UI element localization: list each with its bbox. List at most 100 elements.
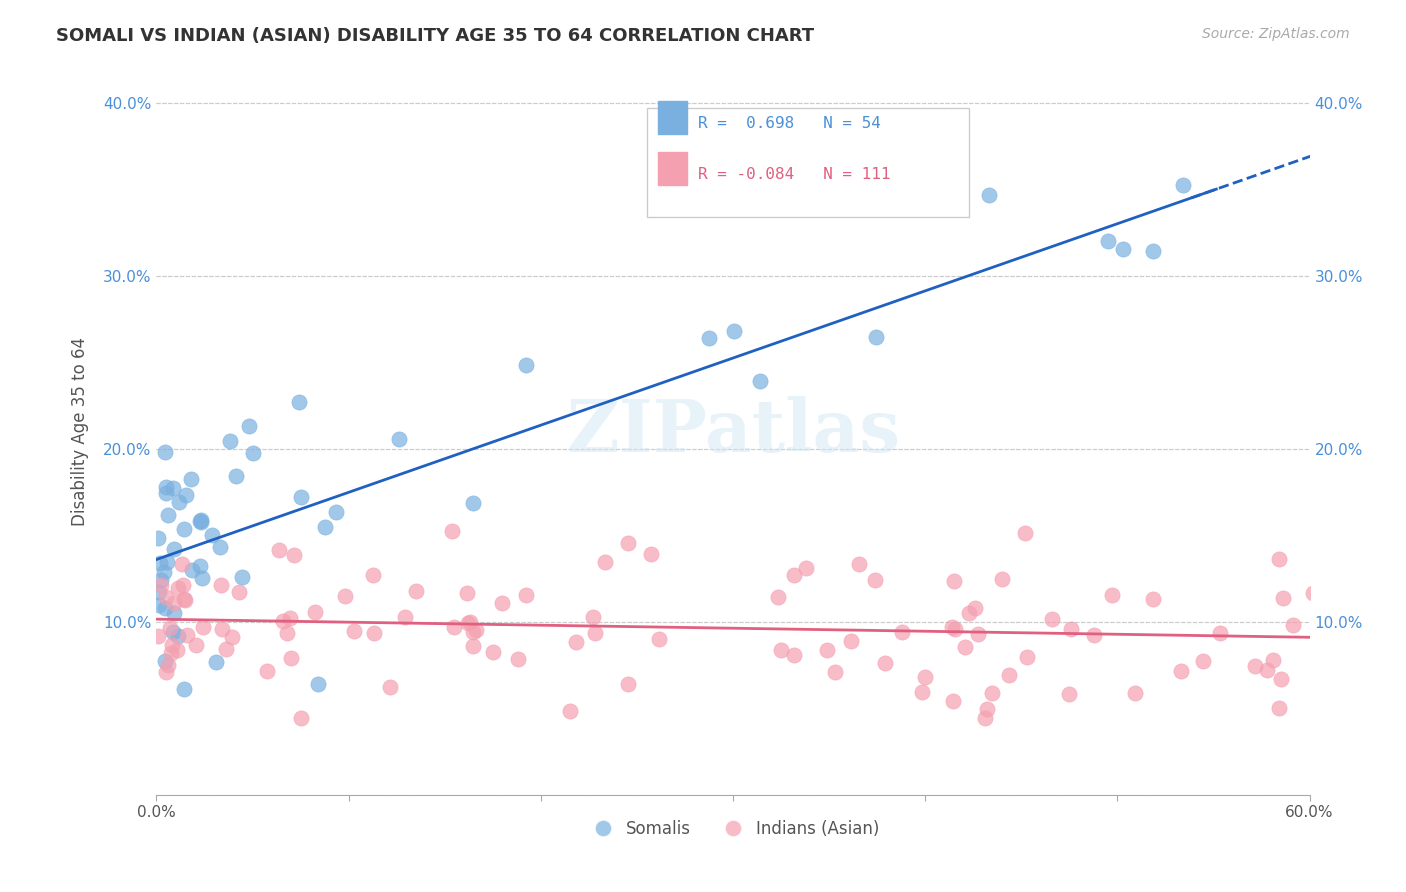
Point <box>156 658 179 673</box>
Point <box>394 609 416 624</box>
Point <box>1083 627 1105 641</box>
Point <box>156 508 179 522</box>
Point <box>976 701 998 715</box>
Point <box>163 541 186 556</box>
Point <box>148 585 170 599</box>
Point <box>163 596 186 610</box>
Point <box>190 515 212 529</box>
Point <box>910 685 932 699</box>
Point <box>343 624 366 638</box>
Bar <box>658 152 688 185</box>
Point <box>1261 652 1284 666</box>
Point <box>941 620 963 634</box>
Point <box>172 578 194 592</box>
Point <box>783 648 806 662</box>
Point <box>1170 664 1192 678</box>
Point <box>225 468 247 483</box>
Point <box>148 598 170 612</box>
Point <box>173 522 195 536</box>
Point <box>723 324 745 338</box>
Point <box>288 394 311 409</box>
Point <box>1101 588 1123 602</box>
Point <box>1142 244 1164 259</box>
Point <box>464 623 486 637</box>
Point <box>162 624 184 639</box>
Point <box>173 591 195 606</box>
Point <box>191 571 214 585</box>
Text: Source: ZipAtlas.com: Source: ZipAtlas.com <box>1202 27 1350 41</box>
Point <box>617 535 640 549</box>
Point <box>963 601 986 615</box>
Point <box>977 187 1000 202</box>
Point <box>215 641 238 656</box>
Point <box>457 615 479 630</box>
Point <box>148 531 170 545</box>
Point <box>460 615 482 629</box>
Point <box>176 628 198 642</box>
Point <box>973 711 995 725</box>
Point <box>238 419 260 434</box>
Point <box>839 634 862 648</box>
Point <box>1209 625 1232 640</box>
Point <box>515 588 537 602</box>
Point <box>363 567 385 582</box>
Point <box>378 680 401 694</box>
Point <box>280 651 302 665</box>
Point <box>463 625 485 640</box>
Point <box>166 643 188 657</box>
Point <box>1123 686 1146 700</box>
Point <box>149 556 172 570</box>
Point <box>640 547 662 561</box>
Point <box>155 479 177 493</box>
Point <box>278 610 301 624</box>
Point <box>181 563 204 577</box>
Point <box>148 629 170 643</box>
Point <box>153 601 176 615</box>
Point <box>565 635 588 649</box>
Point <box>271 615 294 629</box>
Point <box>824 665 846 680</box>
Point <box>1361 613 1384 627</box>
Point <box>1268 701 1291 715</box>
Point <box>163 606 186 620</box>
Point <box>208 540 231 554</box>
Point <box>160 646 183 660</box>
Point <box>170 557 193 571</box>
Point <box>150 578 173 592</box>
Bar <box>658 101 688 134</box>
Point <box>991 572 1014 586</box>
Point <box>1316 573 1339 587</box>
Point <box>1060 623 1083 637</box>
Point <box>167 582 190 596</box>
Point <box>167 495 190 509</box>
Point <box>697 331 720 345</box>
Point <box>314 520 336 534</box>
Point <box>190 513 212 527</box>
Point <box>457 586 479 600</box>
Point <box>150 573 173 587</box>
Point <box>617 676 640 690</box>
Point <box>162 638 184 652</box>
Point <box>201 528 224 542</box>
Text: R = -0.084   N = 111: R = -0.084 N = 111 <box>699 167 891 182</box>
Point <box>766 591 789 605</box>
Point <box>304 606 326 620</box>
Point <box>560 704 582 718</box>
Point <box>508 652 530 666</box>
Point <box>648 632 671 646</box>
Point <box>155 665 177 680</box>
Point <box>209 578 232 592</box>
Point <box>914 670 936 684</box>
Point <box>191 620 214 634</box>
Point <box>1015 649 1038 664</box>
Point <box>221 630 243 644</box>
Text: SOMALI VS INDIAN (ASIAN) DISABILITY AGE 35 TO 64 CORRELATION CHART: SOMALI VS INDIAN (ASIAN) DISABILITY AGE … <box>56 27 814 45</box>
Point <box>333 589 356 603</box>
Point <box>290 711 312 725</box>
Point <box>184 638 207 652</box>
Point <box>1376 570 1399 584</box>
Point <box>204 655 226 669</box>
Point <box>815 642 838 657</box>
Point <box>865 330 887 344</box>
Point <box>1272 591 1295 605</box>
